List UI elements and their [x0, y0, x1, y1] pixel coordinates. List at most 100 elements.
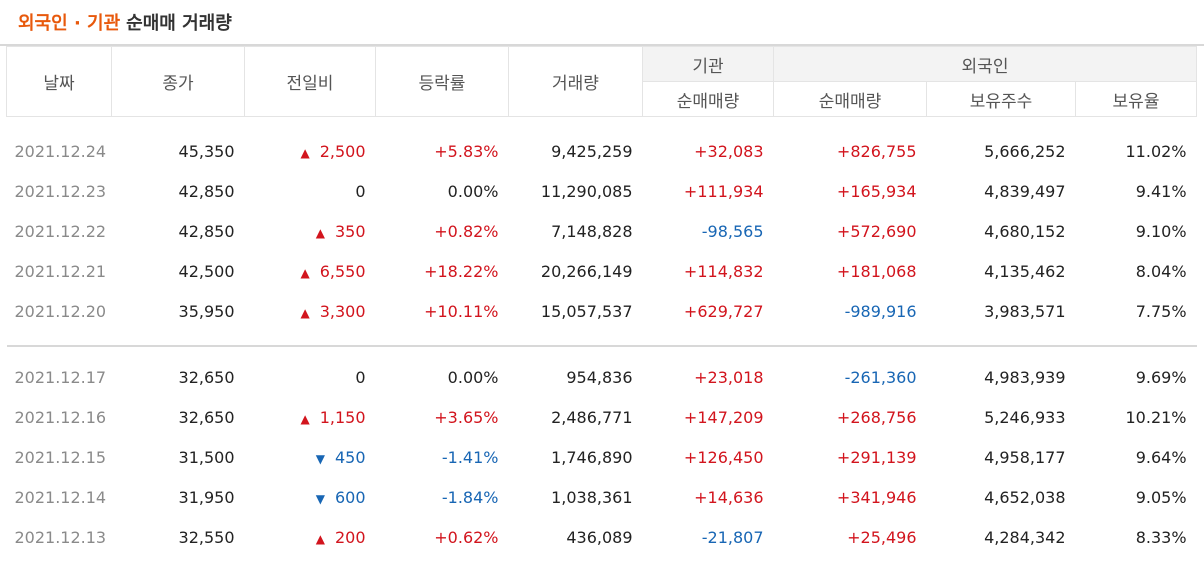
change-value: 350 [334, 221, 366, 241]
cell-ratio: 8.33% [1135, 527, 1187, 547]
title-rest: 순매매 거래량 [126, 13, 232, 34]
cell-foreign-net: +291,139 [836, 447, 917, 467]
cell-change: ▲ 6,550 [245, 251, 376, 291]
down-arrow-icon: ▼ [315, 491, 325, 506]
cell-change: ▲ 3,300 [245, 291, 376, 331]
cell-rate: +5.83% [434, 141, 499, 161]
cell-close: 31,500 [178, 447, 235, 467]
cell-holdings: 4,680,152 [984, 221, 1066, 241]
header-close: 종가 [111, 46, 245, 117]
cell-holdings: 5,246,933 [984, 407, 1066, 427]
up-arrow-icon: ▲ [300, 145, 310, 160]
change-value: 6,550 [319, 261, 366, 281]
cell-change: 0 [245, 357, 376, 397]
change-value: 0 [355, 181, 366, 201]
header-holdings: 보유주수 [926, 81, 1076, 117]
cell-close: 42,850 [178, 221, 235, 241]
cell-change: ▲ 350 [245, 211, 376, 251]
cell-date: 2021.12.24 [14, 141, 107, 161]
table-row: 2021.12.23 42,850 0 0.00% 11,290,085 +111,934… [7, 171, 1197, 211]
cell-inst-net: -98,565 [701, 221, 764, 241]
cell-foreign-net: +181,068 [836, 261, 917, 281]
header-ratio: 보유율 [1074, 81, 1198, 117]
cell-change: ▲ 1,150 [245, 397, 376, 437]
header-volume: 거래량 [508, 46, 643, 117]
cell-close: 32,650 [178, 367, 235, 387]
header-foreign-group: 외국인 [772, 46, 1198, 82]
cell-close: 32,550 [178, 527, 235, 547]
up-arrow-icon: ▲ [300, 305, 310, 320]
row-spacer [6, 331, 1197, 347]
cell-inst-net: -21,807 [701, 527, 764, 547]
cell-holdings: 4,983,939 [984, 367, 1066, 387]
cell-close: 42,850 [178, 181, 235, 201]
header-inst-net: 순매매량 [642, 81, 774, 117]
table-body: 2021.12.24 45,350 ▲ 2,500 +5.83% 9,425,259 +32… [6, 117, 1197, 558]
cell-volume: 1,746,890 [551, 447, 633, 467]
cell-change: ▼ 600 [245, 477, 376, 517]
cell-volume: 954,836 [566, 367, 633, 387]
cell-holdings: 4,958,177 [984, 447, 1066, 467]
change-value: 200 [334, 527, 366, 547]
cell-change: ▼ 450 [245, 437, 376, 477]
table-row: 2021.12.17 32,650 0 0.00% 954,836 +23,018 -261… [7, 357, 1197, 397]
cell-volume: 1,038,361 [551, 487, 633, 507]
header-date: 날짜 [6, 46, 112, 117]
cell-ratio: 11.02% [1125, 141, 1187, 161]
cell-close: 31,950 [178, 487, 235, 507]
header-foreign-net: 순매매량 [773, 81, 927, 117]
header-change: 전일비 [244, 46, 376, 117]
cell-volume: 436,089 [566, 527, 633, 547]
cell-holdings: 4,135,462 [984, 261, 1066, 281]
cell-inst-net: +629,727 [683, 301, 764, 321]
cell-holdings: 3,983,571 [984, 301, 1066, 321]
cell-rate: +3.65% [434, 407, 499, 427]
table-row: 2021.12.22 42,850 ▲ 350 +0.82% 7,148,828 -98,5… [7, 211, 1197, 251]
change-value: 3,300 [319, 301, 366, 321]
section-title: 외국인 · 기관 순매매 거래량 [0, 0, 1204, 46]
cell-rate: 0.00% [447, 367, 499, 387]
cell-foreign-net: +826,755 [836, 141, 917, 161]
table-row: 2021.12.16 32,650 ▲ 1,150 +3.65% 2,486,771 +14… [7, 397, 1197, 437]
cell-rate: 0.00% [447, 181, 499, 201]
cell-volume: 9,425,259 [551, 141, 633, 161]
up-arrow-icon: ▲ [315, 225, 325, 240]
cell-close: 45,350 [178, 141, 235, 161]
cell-inst-net: +147,209 [683, 407, 764, 427]
cell-volume: 11,290,085 [540, 181, 633, 201]
cell-foreign-net: +341,946 [836, 487, 917, 507]
cell-close: 35,950 [178, 301, 235, 321]
cell-change: 0 [245, 171, 376, 211]
cell-ratio: 8.04% [1135, 261, 1187, 281]
table-row: 2021.12.21 42,500 ▲ 6,550 +18.22% 20,266,149 +… [7, 251, 1197, 291]
cell-ratio: 9.64% [1135, 447, 1187, 467]
cell-foreign-net: -261,360 [844, 367, 917, 387]
cell-change: ▲ 2,500 [245, 131, 376, 171]
cell-date: 2021.12.16 [14, 407, 107, 427]
cell-date: 2021.12.20 [14, 301, 107, 321]
change-value: 2,500 [319, 141, 366, 161]
cell-close: 32,650 [178, 407, 235, 427]
cell-rate: +18.22% [424, 261, 499, 281]
cell-holdings: 4,652,038 [984, 487, 1066, 507]
cell-foreign-net: +268,756 [836, 407, 917, 427]
cell-foreign-net: +165,934 [836, 181, 917, 201]
cell-holdings: 5,666,252 [984, 141, 1066, 161]
table-header: 날짜 종가 전일비 등락률 거래량 기관 외국인 순매매량 순매매량 보유주수 … [6, 46, 1198, 117]
header-inst-group: 기관 [642, 46, 774, 82]
cell-volume: 7,148,828 [551, 221, 633, 241]
cell-inst-net: +14,636 [694, 487, 764, 507]
cell-date: 2021.12.17 [14, 367, 107, 387]
cell-date: 2021.12.21 [14, 261, 107, 281]
title-accent: 외국인 · 기관 [18, 13, 121, 34]
cell-ratio: 7.75% [1135, 301, 1187, 321]
up-arrow-icon: ▲ [315, 531, 325, 546]
trading-table: 날짜 종가 전일비 등락률 거래량 기관 외국인 순매매량 순매매량 보유주수 … [6, 46, 1198, 558]
cell-rate: +0.62% [434, 527, 499, 547]
cell-close: 42,500 [178, 261, 235, 281]
cell-foreign-net: -989,916 [844, 301, 917, 321]
cell-volume: 2,486,771 [551, 407, 633, 427]
cell-holdings: 4,839,497 [984, 181, 1066, 201]
up-arrow-icon: ▲ [300, 265, 310, 280]
cell-inst-net: +126,450 [683, 447, 764, 467]
